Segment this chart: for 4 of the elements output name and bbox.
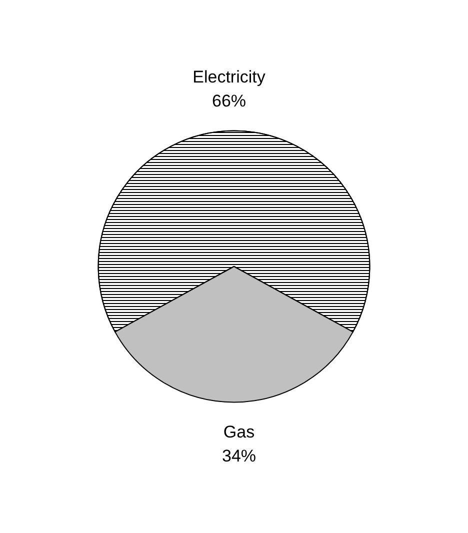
data-label: 66%: [212, 91, 246, 110]
data-label: 34%: [222, 446, 256, 466]
slice-label: Gas: [223, 422, 255, 442]
slice-label: Electricity: [192, 67, 266, 86]
